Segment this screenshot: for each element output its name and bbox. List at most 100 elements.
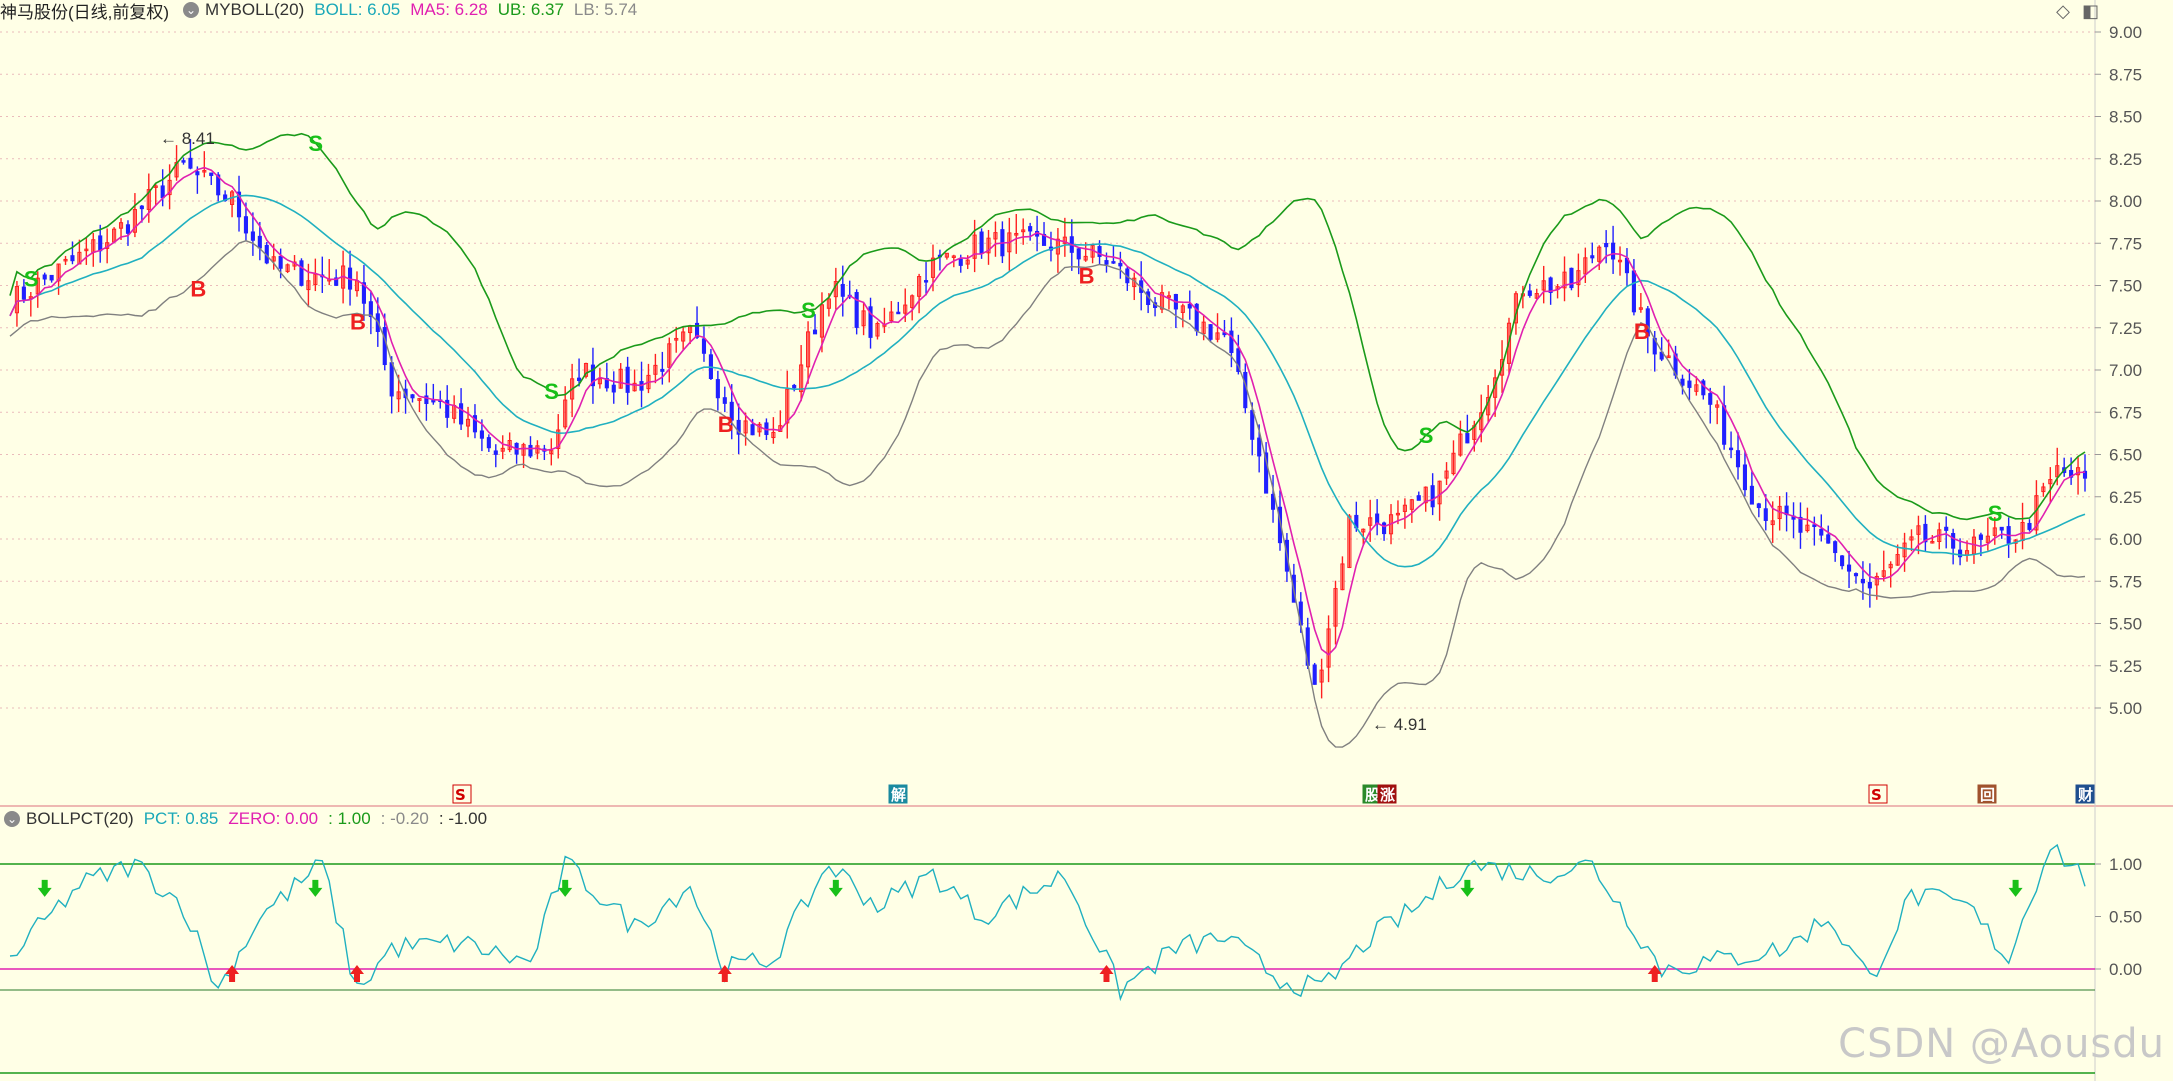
price-axis-label: 7.25	[2109, 319, 2142, 338]
high-annotation: ← 8.41	[160, 129, 215, 148]
event-marker-box	[1868, 784, 1888, 804]
candle-body	[743, 420, 748, 434]
candle-body	[153, 185, 158, 188]
event-marker[interactable]: 财	[2075, 784, 2095, 804]
candle-body	[556, 429, 561, 449]
candle-body	[250, 231, 255, 241]
event-marker-box	[888, 784, 908, 804]
candle-body	[1992, 527, 1997, 536]
sell-signal: S	[1988, 501, 2003, 526]
candle-body	[1569, 267, 1574, 289]
candle-body	[1597, 246, 1602, 262]
candle-body	[799, 364, 804, 393]
candle-body	[1159, 292, 1165, 310]
candle-body	[653, 364, 658, 375]
event-marker[interactable]: S	[1868, 784, 1888, 804]
price-axis-label: 5.50	[2109, 615, 2142, 634]
candle-body	[70, 255, 75, 262]
candle-body	[570, 378, 575, 400]
candle-body	[1534, 293, 1539, 299]
candle-body	[1819, 528, 1824, 536]
candle-body	[125, 224, 131, 234]
candle-body	[1763, 508, 1768, 521]
candle-body	[1895, 554, 1900, 566]
candle-body	[1708, 393, 1713, 405]
candle-body	[736, 419, 741, 435]
candle-body	[334, 277, 339, 286]
event-marker-box	[1977, 784, 1997, 804]
sub-indicator-name[interactable]: BOLLPCT(20)	[26, 809, 134, 828]
candle-body	[1236, 348, 1241, 372]
ub-line	[9, 132, 2086, 521]
candle-body	[236, 191, 242, 218]
diamond-icon[interactable]: ◇	[2056, 1, 2070, 21]
candle-body	[459, 403, 464, 425]
candle-body	[1430, 485, 1435, 508]
candle-body	[1437, 480, 1442, 505]
candle-body	[1833, 541, 1838, 554]
candle-body	[56, 263, 61, 282]
arrow-up-icon	[1647, 965, 1662, 982]
candle-body	[493, 450, 498, 455]
candle-body	[28, 296, 33, 299]
price-axis-label: 6.50	[2109, 446, 2142, 465]
candle-body	[1166, 295, 1172, 298]
candle-body	[868, 306, 873, 338]
price-axis-label: 8.00	[2109, 192, 2142, 211]
candle-body	[701, 338, 707, 354]
candle-body	[1201, 321, 1206, 335]
candle-body	[49, 274, 54, 281]
candle-body	[1076, 248, 1081, 260]
candle-body	[1951, 533, 1956, 549]
candle-body	[951, 255, 956, 258]
candle-body	[528, 444, 533, 457]
candle-body	[819, 304, 825, 338]
candle-body	[826, 298, 831, 309]
candle-body	[42, 274, 47, 280]
candle-body	[1021, 229, 1026, 233]
price-axis-label: 7.75	[2109, 234, 2142, 253]
candle-body	[146, 189, 151, 210]
candle-body	[1590, 255, 1595, 259]
candle-body	[1867, 581, 1872, 589]
candle-body	[972, 234, 977, 259]
event-marker-box	[1377, 784, 1397, 804]
candle-body	[792, 384, 797, 389]
candle-body	[1083, 255, 1088, 261]
candle-body	[590, 364, 595, 387]
candle-body	[958, 258, 963, 266]
candle-body	[1111, 261, 1116, 264]
event-marker[interactable]: 回	[1977, 784, 1997, 804]
candle-body	[1097, 246, 1102, 257]
event-marker-label: 涨	[1380, 786, 1395, 804]
candle-body	[521, 444, 526, 456]
line1-value: : 1.00	[328, 809, 371, 828]
candle-body	[1444, 470, 1449, 479]
sub-collapse-icon[interactable]: ⌄	[4, 811, 20, 827]
candle-body	[1798, 516, 1803, 533]
indicator-name[interactable]: MYBOLL(20)	[205, 0, 305, 19]
candle-body	[1583, 257, 1588, 275]
candle-body	[625, 366, 630, 393]
candle-body	[1028, 226, 1033, 232]
candle-body	[1611, 242, 1616, 260]
event-marker[interactable]: S	[452, 784, 472, 804]
panel-icon[interactable]: ◧	[2081, 1, 2099, 21]
event-marker[interactable]: 涨	[1377, 784, 1397, 804]
candle-body	[2055, 465, 2060, 478]
event-marker[interactable]: 解	[888, 784, 908, 804]
candle-body	[382, 327, 387, 366]
pct-line	[9, 843, 2086, 1002]
candle-body	[1645, 308, 1650, 337]
candle-body	[167, 179, 172, 196]
collapse-icon[interactable]: ⌄	[183, 2, 200, 18]
candle-body	[1548, 277, 1553, 293]
candle-body	[889, 311, 894, 322]
event-marker-label: 财	[2078, 786, 2093, 804]
candle-body	[396, 391, 401, 400]
candle-body	[917, 276, 922, 297]
candle-body	[986, 237, 991, 254]
event-marker[interactable]: 股	[1362, 784, 1382, 804]
event-marker-label: S	[1871, 786, 1882, 804]
